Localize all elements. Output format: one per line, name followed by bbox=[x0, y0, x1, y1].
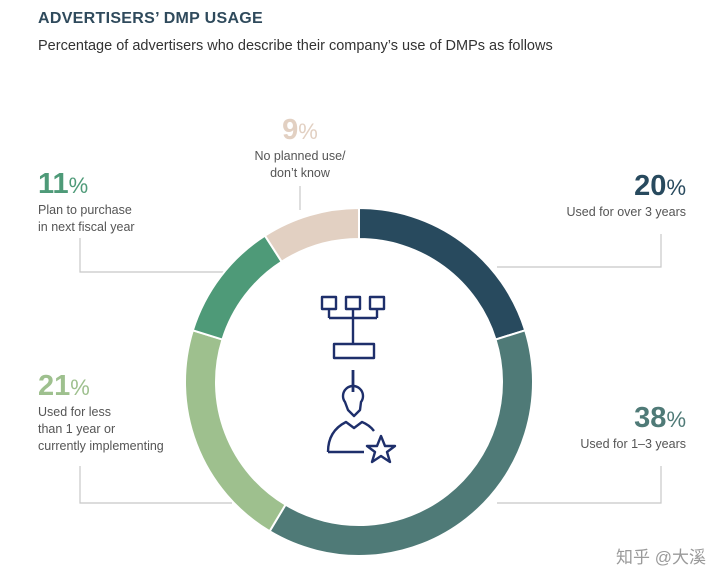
label-plan-to-purchase-line-1: Plan to purchase bbox=[38, 203, 132, 217]
percent-sign: % bbox=[666, 175, 686, 200]
donut-slice-1 bbox=[268, 329, 534, 557]
label-over-3-years: Used for over 3 years bbox=[566, 205, 687, 219]
label-1-3-years: Used for 1–3 years bbox=[580, 437, 686, 451]
percent-sign: % bbox=[68, 173, 89, 198]
chart-title: ADVERTISERS’ DMP USAGE bbox=[38, 10, 264, 27]
label-less-than-1-year-line-2: than 1 year or bbox=[38, 421, 116, 436]
donut-slices bbox=[184, 206, 534, 557]
org-chart-person-star-icon bbox=[320, 295, 397, 464]
percent-sign: % bbox=[298, 119, 318, 144]
label-no-planned-use-line-1: No planned use/ bbox=[254, 149, 346, 163]
percent-sign: % bbox=[70, 375, 90, 400]
chart-subtitle: Percentage of advertisers who describe t… bbox=[38, 38, 553, 54]
label-less-than-1-year-line-1: Used for less bbox=[38, 405, 111, 419]
callout-less-than-1-year: 21% Used for less than 1 year or current… bbox=[38, 372, 164, 455]
value-over-3-years: 20 bbox=[634, 170, 667, 202]
value-1-3-years: 38 bbox=[634, 402, 667, 434]
callout-over-3-years: 20% Used for over 3 years bbox=[567, 172, 687, 221]
value-plan-to-purchase: 11 bbox=[38, 168, 69, 200]
value-no-planned-use: 9 bbox=[282, 114, 299, 146]
callout-plan-to-purchase: 11% Plan to purchase in next fiscal year bbox=[38, 170, 135, 236]
donut-slice-2 bbox=[184, 329, 287, 533]
donut-slice-4 bbox=[263, 206, 360, 264]
callout-no-planned-use: 9% No planned use/ don’t know bbox=[220, 116, 380, 182]
donut-slice-0 bbox=[358, 206, 527, 341]
percent-sign: % bbox=[666, 407, 686, 432]
label-no-planned-use-line-2: don’t know bbox=[270, 165, 330, 180]
leader-line-1-3-years bbox=[497, 466, 662, 504]
label-plan-to-purchase-line-2: in next fiscal year bbox=[38, 219, 135, 234]
watermark: 知乎 @大溪 bbox=[616, 548, 706, 567]
leader-lines bbox=[79, 186, 662, 504]
leader-line-over-3-years bbox=[497, 234, 662, 268]
donut-slice-3 bbox=[191, 234, 284, 341]
leader-line-plan-to-purchase bbox=[79, 238, 232, 273]
leader-line-less-than-1-year bbox=[79, 466, 232, 504]
label-less-than-1-year-line-3: currently implementing bbox=[38, 438, 164, 453]
callout-1-3-years: 38% Used for 1–3 years bbox=[580, 404, 686, 453]
value-less-than-1-year: 21 bbox=[38, 370, 71, 402]
